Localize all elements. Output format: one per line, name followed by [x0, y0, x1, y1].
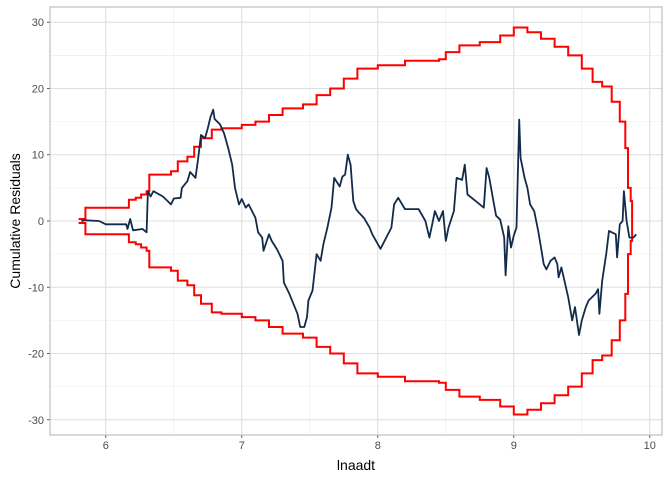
x-axis-title: lnaadt [337, 457, 375, 473]
y-tick-label: 0 [38, 216, 44, 228]
x-tick-label: 6 [103, 440, 109, 452]
y-tick-label: 30 [32, 17, 44, 29]
gridlines [50, 7, 662, 435]
y-tick-label: 10 [32, 150, 44, 162]
y-axis-title: Cumulative Residuals [7, 153, 23, 288]
residuals-line [81, 108, 637, 336]
y-axis-ticks: -30 -20 -10 0 10 20 30 [28, 17, 50, 427]
lower-bound-line [78, 221, 634, 416]
y-tick-label: -20 [28, 349, 44, 361]
y-tick-label: -30 [28, 415, 44, 427]
x-tick-label: 9 [511, 440, 517, 452]
upper-bound-line [78, 26, 634, 221]
y-tick-label: -10 [28, 282, 44, 294]
panel-border [49, 6, 663, 436]
x-tick-label: 8 [375, 440, 381, 452]
y-tick-label: 20 [32, 83, 44, 95]
x-tick-label: 10 [644, 440, 656, 452]
x-axis-ticks: 6 7 8 9 10 [103, 435, 656, 452]
plot-lines [78, 26, 637, 416]
x-tick-label: 7 [239, 440, 245, 452]
